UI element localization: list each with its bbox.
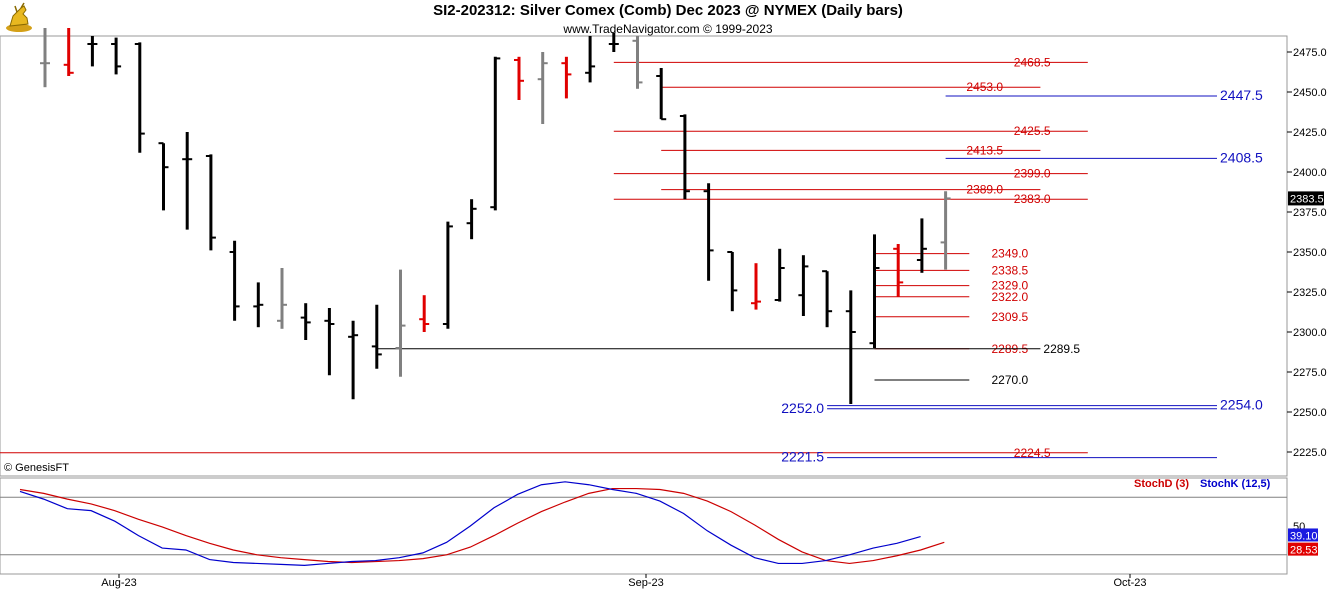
- price-level-label: 2221.5: [781, 449, 824, 465]
- price-level-label: 2425.5: [1014, 124, 1051, 138]
- stoch-d-line: [19, 487, 945, 565]
- y-tick-label: 2350.0: [1293, 247, 1327, 259]
- stoch-k-value: 39.10: [1290, 530, 1318, 542]
- price-level-label: 2329.0: [992, 279, 1029, 293]
- y-tick-label: 2400.0: [1293, 167, 1327, 179]
- y-tick-label: 2225.0: [1293, 447, 1327, 459]
- stoch-k-line: [19, 481, 921, 566]
- gold-bull-logo-icon: [4, 2, 34, 34]
- price-level-label: 2309.5: [992, 310, 1029, 324]
- y-tick-label: 2275.0: [1293, 367, 1327, 379]
- price-level-label: 2389.0: [966, 183, 1003, 197]
- stoch-d-value: 28.53: [1290, 545, 1318, 557]
- price-level-label: 2468.5: [1014, 55, 1051, 69]
- price-level-label: 2338.5: [992, 263, 1029, 277]
- price-level-label: 2413.5: [966, 143, 1003, 157]
- stoch-k-badge: [1288, 528, 1318, 542]
- price-level-label: 2322.0: [992, 290, 1029, 304]
- price-level-label: 2289.5: [1043, 342, 1080, 356]
- price-level-label: 2453.0: [966, 80, 1003, 94]
- price-panel-frame: [0, 35, 1288, 477]
- price-level-label: 2447.5: [1220, 87, 1263, 103]
- price-level-label: 2252.0: [781, 400, 824, 416]
- y-tick-label: 2250.0: [1293, 407, 1327, 419]
- price-level-label: 2408.5: [1220, 149, 1263, 165]
- price-level-label: 2349.0: [992, 247, 1029, 261]
- stoch-k-legend: StochK (12,5): [1200, 478, 1271, 490]
- x-tick-label: Sep-23: [628, 577, 663, 589]
- last-price-badge: [1288, 191, 1324, 206]
- y-tick-label: 2375.0: [1293, 207, 1327, 219]
- chart-subtitle: www.TradeNavigator.com © 1999-2023: [563, 22, 773, 36]
- price-level-label: 2399.0: [1014, 167, 1051, 181]
- stoch-d-legend: StochD (3): [1134, 478, 1189, 490]
- y-tick-label: 2300.0: [1293, 327, 1327, 339]
- last-price-label: 2383.5: [1290, 193, 1324, 205]
- y-tick-label: 2325.0: [1293, 287, 1327, 299]
- chart-title: SI2-202312: Silver Comex (Comb) Dec 2023…: [433, 2, 903, 19]
- x-tick-label: Aug-23: [101, 577, 136, 589]
- price-level-label: 2254.0: [1220, 397, 1263, 413]
- x-tick-label: Oct-23: [1113, 577, 1146, 589]
- y-tick-label: 2450.0: [1293, 87, 1327, 99]
- copyright-label: © GenesisFT: [4, 462, 69, 474]
- price-level-label: 2224.5: [1014, 446, 1051, 460]
- y-tick-label: 2475.0: [1293, 47, 1327, 59]
- price-level-label: 2270.0: [992, 373, 1029, 387]
- price-level-label: 2383.0: [1014, 192, 1051, 206]
- stoch-d-badge: [1288, 542, 1318, 556]
- oscillator-panel-frame: [0, 477, 1288, 575]
- y-tick-label: 2425.0: [1293, 127, 1327, 139]
